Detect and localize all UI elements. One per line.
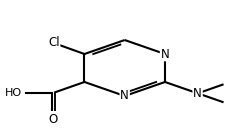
Text: N: N <box>120 89 128 103</box>
Text: N: N <box>192 87 201 100</box>
Text: O: O <box>48 113 58 126</box>
Text: Cl: Cl <box>48 36 59 49</box>
Text: HO: HO <box>5 88 22 98</box>
Text: N: N <box>160 47 169 61</box>
